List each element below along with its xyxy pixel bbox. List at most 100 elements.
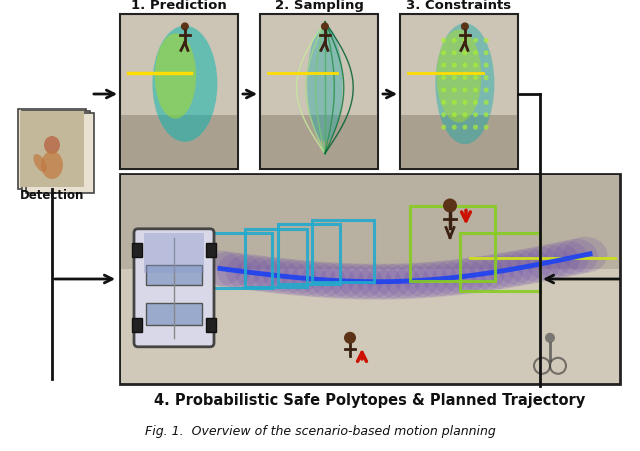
Ellipse shape (292, 262, 335, 297)
Bar (132, 318, 142, 332)
Ellipse shape (432, 260, 476, 296)
Ellipse shape (33, 155, 47, 173)
Ellipse shape (264, 259, 308, 295)
Ellipse shape (479, 253, 523, 290)
Bar (206, 318, 216, 332)
Ellipse shape (310, 263, 355, 299)
Ellipse shape (245, 257, 289, 293)
Bar (245, 229, 307, 287)
Circle shape (462, 64, 467, 69)
Circle shape (473, 113, 478, 118)
Bar (401, 115, 517, 169)
Circle shape (473, 64, 478, 69)
Bar (261, 115, 377, 169)
Ellipse shape (442, 259, 486, 295)
Circle shape (473, 39, 478, 44)
Circle shape (441, 88, 446, 93)
Circle shape (473, 88, 478, 93)
Bar (278, 225, 340, 285)
Ellipse shape (320, 263, 364, 299)
Bar (260, 15, 378, 170)
Ellipse shape (367, 264, 411, 300)
Circle shape (462, 125, 467, 130)
Ellipse shape (376, 264, 420, 300)
Ellipse shape (301, 262, 345, 298)
Circle shape (181, 23, 189, 31)
Ellipse shape (554, 239, 598, 275)
Ellipse shape (254, 258, 298, 294)
Text: 2. Sampling: 2. Sampling (275, 0, 364, 12)
Ellipse shape (198, 251, 242, 287)
Text: 1. Prediction: 1. Prediction (131, 0, 227, 12)
Ellipse shape (155, 34, 196, 120)
Ellipse shape (507, 249, 551, 285)
Ellipse shape (535, 243, 579, 279)
Circle shape (452, 39, 457, 44)
Circle shape (473, 101, 478, 106)
Ellipse shape (152, 27, 218, 143)
Ellipse shape (357, 264, 401, 300)
Text: Fig. 1.  Overview of the scenario-based motion planning: Fig. 1. Overview of the scenario-based m… (145, 424, 495, 437)
Ellipse shape (460, 256, 504, 292)
Circle shape (452, 51, 457, 56)
Circle shape (441, 64, 446, 69)
Ellipse shape (273, 260, 317, 296)
Bar (22, 112, 90, 192)
Circle shape (452, 113, 457, 118)
Ellipse shape (526, 245, 570, 281)
Ellipse shape (41, 152, 63, 179)
Ellipse shape (339, 264, 383, 300)
FancyBboxPatch shape (134, 229, 214, 347)
Bar (121, 175, 619, 269)
Bar (146, 303, 202, 325)
Bar (18, 110, 86, 189)
Circle shape (484, 76, 489, 81)
Circle shape (462, 88, 467, 93)
Ellipse shape (498, 250, 541, 286)
Text: 3. Constraints: 3. Constraints (406, 0, 511, 12)
Bar (206, 243, 216, 257)
Circle shape (441, 51, 446, 56)
Circle shape (462, 101, 467, 106)
Ellipse shape (516, 247, 561, 283)
Circle shape (473, 125, 478, 130)
Circle shape (462, 76, 467, 81)
Ellipse shape (488, 252, 532, 288)
Circle shape (484, 51, 489, 56)
Circle shape (545, 333, 555, 343)
Ellipse shape (307, 27, 342, 143)
Circle shape (484, 125, 489, 130)
Ellipse shape (385, 263, 429, 299)
Ellipse shape (395, 263, 438, 299)
Circle shape (461, 23, 469, 31)
Ellipse shape (226, 254, 270, 290)
Bar (120, 175, 620, 384)
Circle shape (452, 101, 457, 106)
Circle shape (462, 39, 467, 44)
Ellipse shape (207, 252, 252, 288)
Bar (460, 233, 540, 291)
Circle shape (462, 51, 467, 56)
Circle shape (484, 64, 489, 69)
Circle shape (452, 88, 457, 93)
Ellipse shape (236, 256, 280, 292)
Bar (20, 112, 84, 188)
Circle shape (484, 88, 489, 93)
Ellipse shape (217, 253, 260, 289)
Bar (26, 114, 94, 193)
Circle shape (452, 125, 457, 130)
Circle shape (452, 64, 457, 69)
Bar (121, 115, 237, 169)
Bar (120, 15, 238, 170)
Ellipse shape (329, 264, 373, 299)
Circle shape (473, 76, 478, 81)
Circle shape (443, 199, 457, 213)
Circle shape (441, 125, 446, 130)
Ellipse shape (413, 262, 458, 298)
Text: 4. Probabilistic Safe Polytopes & Planned Trajectory: 4. Probabilistic Safe Polytopes & Planne… (154, 392, 586, 407)
Bar (146, 265, 202, 285)
Bar (312, 221, 374, 283)
Text: Detection: Detection (20, 189, 84, 202)
Ellipse shape (545, 241, 589, 277)
Bar (144, 233, 204, 273)
